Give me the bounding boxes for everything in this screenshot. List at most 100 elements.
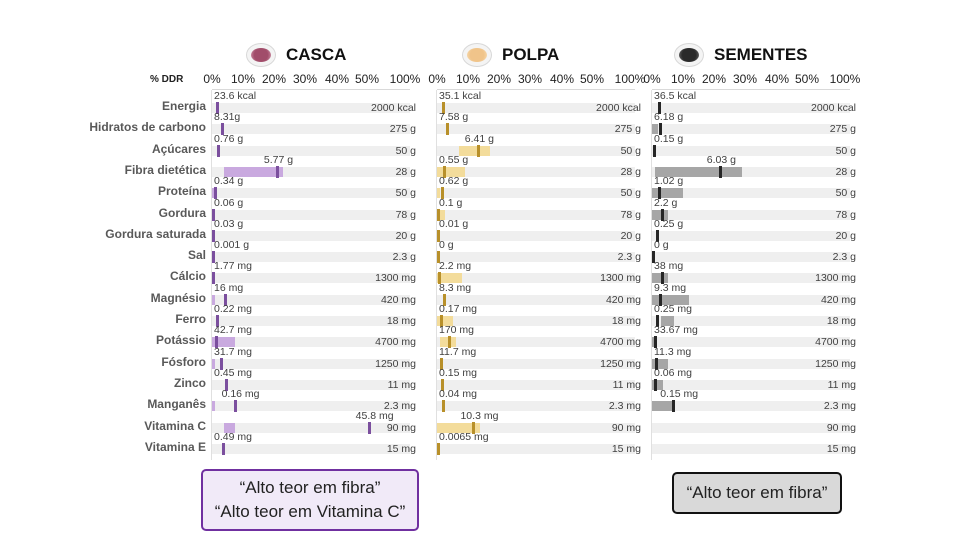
- ddr-reference-label: 50 g: [835, 187, 856, 200]
- ddr-track: [437, 443, 635, 454]
- zero-line: [651, 90, 652, 460]
- value-marker: [219, 357, 223, 370]
- ddr-reference-label: 78 g: [835, 208, 856, 221]
- ddr-track: [652, 358, 850, 369]
- ddr-track: [652, 145, 850, 156]
- ddr-reference-label: 420 mg: [605, 293, 641, 306]
- claim-text: “Alto teor em fibra”: [239, 478, 381, 497]
- value-label: 0.15 mg: [660, 388, 699, 401]
- value-marker: [216, 144, 220, 157]
- ddr-track: [652, 379, 850, 390]
- row-label-4: Proteína: [157, 184, 206, 199]
- range-band: [652, 188, 683, 199]
- ddr-track: [437, 316, 635, 326]
- ddr-track: [212, 124, 410, 135]
- range-band: [437, 316, 453, 326]
- ddr-reference-label: 4700 mg: [815, 336, 856, 349]
- value-label: 2.2 mg: [439, 260, 472, 273]
- row-label-1: Hidratos de carbono: [89, 120, 206, 135]
- row-label-0: Energia: [161, 99, 206, 113]
- value-marker: [448, 336, 452, 349]
- axis-tick-label: 20%: [261, 72, 287, 86]
- axis-line: [437, 89, 635, 90]
- axis-tick-label: 50%: [794, 72, 820, 86]
- axis-tick-label: 10%: [230, 72, 256, 86]
- ddr-reference-label: 11 mg: [387, 378, 416, 391]
- value-label: 0.45 mg: [214, 366, 252, 379]
- ddr-track: [212, 316, 410, 326]
- ddr-reference-label: 50 g: [395, 144, 416, 157]
- ddr-reference-label: 15 mg: [826, 442, 856, 455]
- range-band: [437, 166, 465, 177]
- ddr-track: [437, 379, 635, 390]
- ddr-reference-label: 275 g: [829, 123, 856, 136]
- axis-tick-label: 0%: [428, 72, 446, 86]
- range-band: [652, 124, 659, 135]
- range-band: [652, 209, 668, 220]
- ddr-reference-label: 275 g: [389, 123, 416, 136]
- value-marker: [215, 102, 219, 114]
- range-band: [652, 358, 668, 369]
- range-band: [652, 401, 673, 412]
- value-label: 38 mg: [654, 260, 684, 273]
- axis-line: [212, 89, 410, 90]
- ddr-reference-label: 420 mg: [380, 293, 416, 306]
- range-band: [437, 209, 445, 220]
- range-band: [440, 337, 456, 348]
- value-marker: [215, 315, 219, 327]
- value-marker: [275, 165, 279, 178]
- value-label: 2.2 g: [654, 196, 678, 209]
- ddr-track: [652, 443, 850, 454]
- value-marker: [655, 229, 659, 242]
- ddr-track: [437, 422, 635, 433]
- zero-line: [211, 90, 212, 460]
- value-label: 0.22 mg: [214, 303, 252, 315]
- row-label-15: Vitamina C: [144, 418, 206, 433]
- value-marker: [654, 357, 658, 370]
- value-label: 11.3 mg: [654, 345, 692, 358]
- ddr-track: [652, 209, 850, 220]
- value-label: 0.55 g: [439, 153, 469, 166]
- value-marker: [214, 187, 218, 200]
- ddr-reference-label: 1300 mg: [600, 272, 641, 285]
- ddr-track: [437, 252, 635, 263]
- value-label: 0.06 g: [214, 196, 244, 209]
- value-marker: [223, 293, 227, 306]
- value-label: 45.8 mg: [355, 409, 394, 422]
- range-band: [661, 316, 674, 326]
- ddr-reference-label: 20 g: [835, 229, 856, 242]
- column-title: SEMENTES: [714, 45, 808, 64]
- axis-line: [652, 89, 850, 90]
- value-marker: [212, 229, 216, 242]
- value-label: 31.7 mg: [214, 345, 252, 358]
- ddr-reference-label: 90 mg: [826, 421, 856, 434]
- axis-tick-label: 40%: [549, 72, 575, 86]
- ddr-track: [652, 103, 850, 113]
- value-marker: [660, 208, 664, 221]
- value-marker: [367, 421, 371, 434]
- value-marker: [233, 400, 237, 413]
- range-band: [458, 145, 490, 156]
- row-label-7: Sal: [187, 248, 206, 263]
- value-marker: [439, 315, 443, 327]
- row-label-12: Fósforo: [161, 354, 206, 369]
- value-label: 0.03 g: [214, 217, 244, 230]
- ddr-track: [437, 401, 635, 412]
- axis-tick-label: 50%: [354, 72, 380, 86]
- value-marker: [442, 400, 446, 413]
- value-label: 170 mg: [439, 324, 475, 337]
- value-label: 10.3 mg: [460, 409, 499, 422]
- range-band: [652, 273, 668, 284]
- row-label-8: Cálcio: [169, 269, 206, 284]
- casca-claim-box: “Alto teor em fibra” “Alto teor em Vitam…: [201, 469, 419, 531]
- value-marker: [658, 293, 662, 306]
- ddr-reference-label: 18 mg: [386, 315, 416, 327]
- ddr-reference-label: 18 mg: [611, 315, 641, 327]
- row-label-6: Gordura saturada: [105, 226, 206, 241]
- ddr-reference-label: 420 mg: [820, 293, 856, 306]
- range-band: [212, 337, 236, 348]
- ddr-track: [212, 145, 410, 156]
- value-label: 1.02 g: [654, 175, 684, 188]
- value-marker: [652, 144, 656, 157]
- zero-line: [436, 90, 437, 460]
